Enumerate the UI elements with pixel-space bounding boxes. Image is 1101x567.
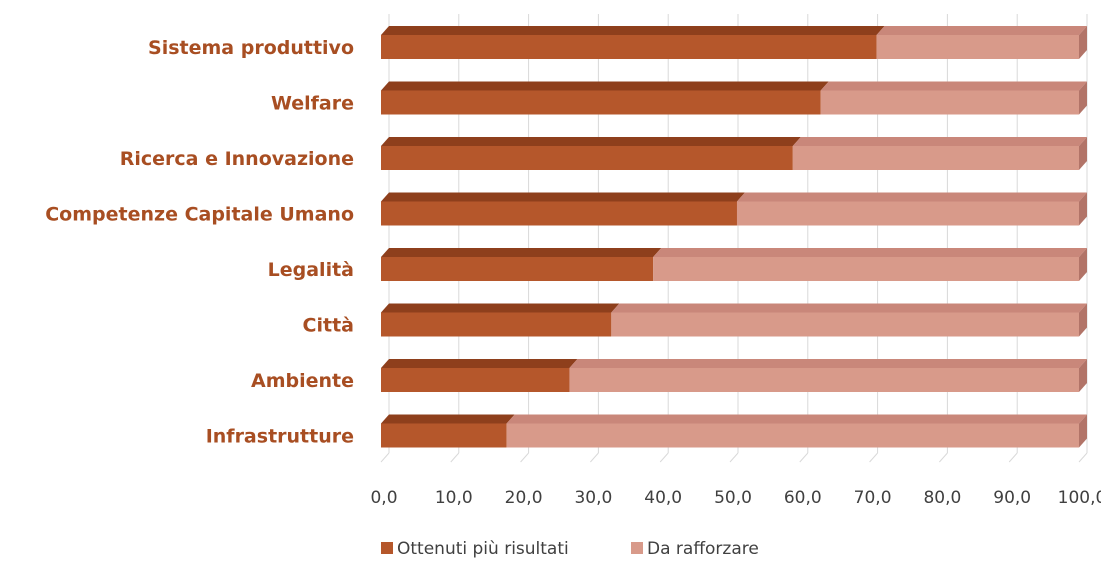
bar-top-face xyxy=(569,359,1087,368)
bar-front-face xyxy=(653,257,1079,281)
bar-side-face xyxy=(1079,26,1087,59)
category-label: Sistema produttivo xyxy=(148,37,354,59)
x-axis-tick-labels: 0,0 10,0 20,0 30,0 40,0 50,0 60,0 70,0 80,0 90,0 1… xyxy=(370,488,1101,508)
category-label: Competenze Capitale Umano xyxy=(45,204,354,226)
x-tick-label: 30,0 xyxy=(574,488,612,508)
bar-top-face xyxy=(381,303,620,313)
x-tick-label: 80,0 xyxy=(923,488,961,508)
bar-top-face xyxy=(653,248,1087,257)
category-label: Ambiente xyxy=(251,370,354,392)
bar-segment xyxy=(611,303,1087,337)
category-label: Città xyxy=(303,315,354,337)
gridline-floor xyxy=(939,452,948,463)
bar-top-face xyxy=(381,359,578,368)
bar-segment xyxy=(653,248,1087,281)
gridline-floor xyxy=(1078,452,1088,463)
bar-front-face xyxy=(381,257,654,281)
bar-top-face xyxy=(820,81,1087,91)
bar-side-face xyxy=(1079,359,1087,392)
legend-label: Da rafforzare xyxy=(647,539,759,559)
bar-segment xyxy=(381,81,829,115)
bar-top-face xyxy=(381,81,829,91)
bar-front-face xyxy=(381,368,570,392)
bar-segment xyxy=(876,26,1087,59)
bar-segment xyxy=(381,303,620,337)
bar-front-face xyxy=(611,312,1079,337)
category-labels: Sistema produttivo Welfare Ricerca e Innov… xyxy=(45,37,354,448)
bar-segment xyxy=(381,359,578,392)
bar-front-face xyxy=(506,423,1079,448)
gridline-floor xyxy=(869,452,878,463)
bars xyxy=(381,26,1087,448)
bar-segment xyxy=(381,26,885,59)
bar-top-face xyxy=(736,192,1087,202)
bar-front-face xyxy=(381,35,877,59)
bar-front-face xyxy=(569,368,1079,392)
category-label: Infrastrutture xyxy=(206,426,354,448)
x-tick-label: 20,0 xyxy=(505,488,543,508)
gridline-floor xyxy=(729,452,739,463)
gridlines xyxy=(380,14,1088,463)
bar-top-face xyxy=(381,192,745,202)
bar-side-face xyxy=(1079,248,1087,281)
bar-front-face xyxy=(381,312,612,337)
bar-side-face xyxy=(1079,137,1087,170)
legend-swatch xyxy=(381,542,393,554)
category-label: Legalità xyxy=(268,259,354,281)
x-tick-label: 0,0 xyxy=(370,488,397,508)
gridline-floor xyxy=(1008,452,1018,463)
bar-front-face xyxy=(820,90,1079,115)
bar-top-face xyxy=(876,26,1087,35)
bar-front-face xyxy=(792,146,1079,170)
gridline-floor xyxy=(450,452,460,463)
bar-top-face xyxy=(381,414,515,424)
bar-segment xyxy=(820,81,1087,115)
category-label: Ricerca e Innovazione xyxy=(120,148,354,170)
bar-segment xyxy=(381,414,515,448)
x-tick-label: 70,0 xyxy=(854,488,892,508)
gridline-floor xyxy=(590,452,599,463)
legend-swatch xyxy=(631,542,643,554)
bar-front-face xyxy=(381,90,821,115)
bar-segment xyxy=(381,248,662,281)
legend-label: Ottenuti più risultati xyxy=(397,539,569,559)
bar-side-face xyxy=(1079,192,1087,226)
bar-side-face xyxy=(1079,303,1087,337)
bar-front-face xyxy=(381,146,793,170)
bar-segment xyxy=(569,359,1087,392)
bar-side-face xyxy=(1079,81,1087,115)
bar-segment xyxy=(792,137,1087,170)
category-label: Welfare xyxy=(271,93,354,115)
x-tick-label: 90,0 xyxy=(993,488,1031,508)
bar-segment xyxy=(381,192,745,226)
x-tick-label: 10,0 xyxy=(435,488,473,508)
bar-top-face xyxy=(506,414,1087,424)
x-tick-label: 40,0 xyxy=(644,488,682,508)
gridline-floor xyxy=(799,452,809,463)
bar-side-face xyxy=(1079,414,1087,448)
gridline-floor xyxy=(659,452,669,463)
legend: Ottenuti più risultati Da rafforzare xyxy=(381,539,759,559)
x-tick-label: 50,0 xyxy=(714,488,752,508)
x-tick-label: 60,0 xyxy=(784,488,822,508)
bar-front-face xyxy=(381,423,507,448)
bar-top-face xyxy=(792,137,1087,146)
bar-top-face xyxy=(381,137,801,146)
bar-segment xyxy=(506,414,1087,448)
bar-segment xyxy=(736,192,1087,226)
bar-front-face xyxy=(381,201,737,226)
bar-top-face xyxy=(611,303,1087,313)
bar-front-face xyxy=(736,201,1079,226)
bar-front-face xyxy=(876,35,1079,59)
gridline-floor xyxy=(380,452,390,463)
bar-top-face xyxy=(381,26,885,35)
bar-segment xyxy=(381,137,801,170)
bar-top-face xyxy=(381,248,662,257)
x-tick-label: 100,0 xyxy=(1058,488,1101,508)
gridline-floor xyxy=(520,452,529,463)
